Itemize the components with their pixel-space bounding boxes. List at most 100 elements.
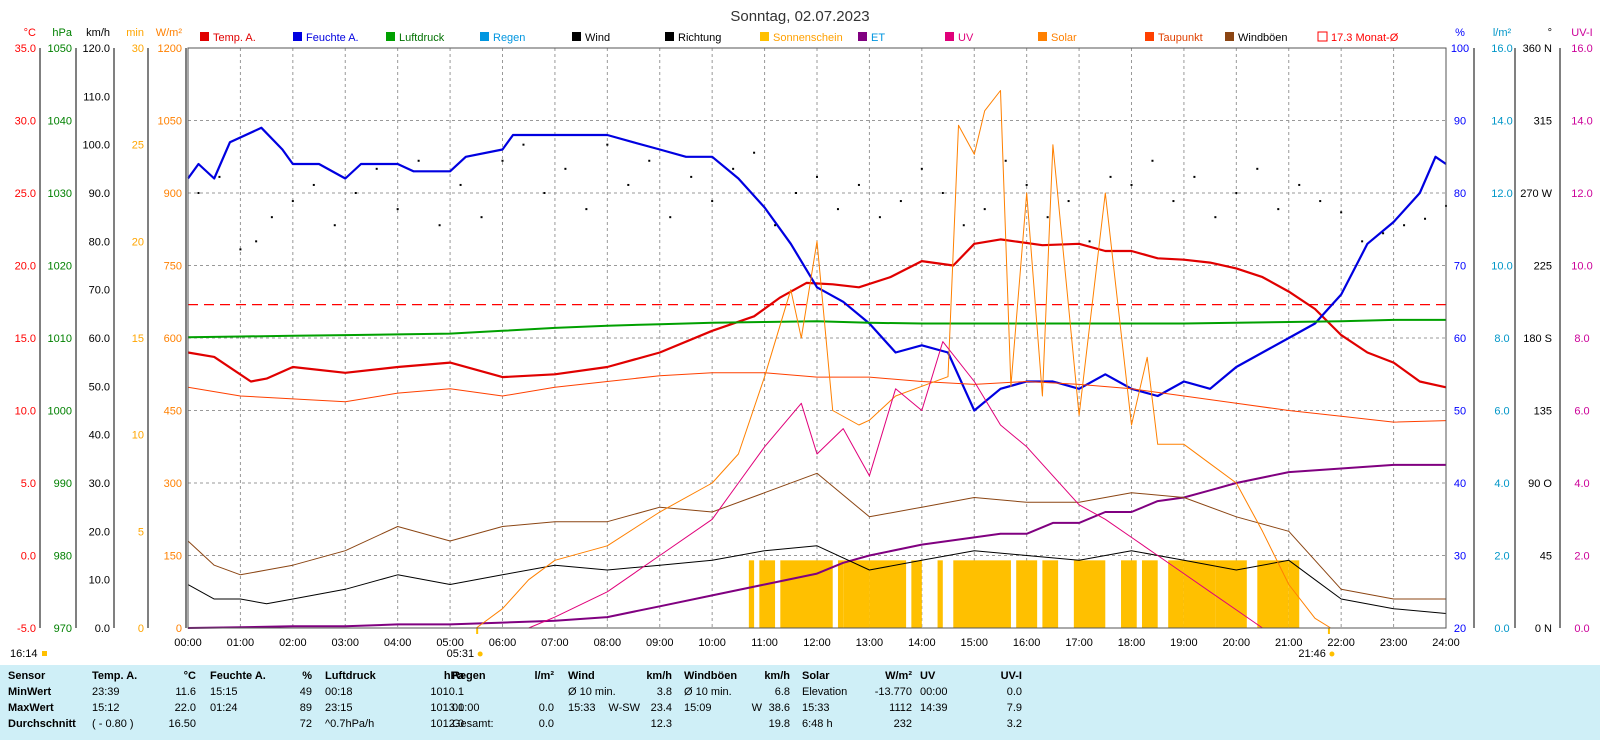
direction-dot bbox=[1424, 217, 1427, 220]
tick-label-sun: 30 bbox=[132, 43, 144, 55]
stats-value-col-temp: °C 11.6 22.0 16.50 bbox=[126, 668, 196, 732]
legend-label: Feuchte A. bbox=[306, 32, 359, 44]
stats-time-rain: 00:00 bbox=[452, 702, 480, 714]
axis-unit-dir: ° bbox=[1548, 27, 1552, 39]
tick-label-hum: 80 bbox=[1454, 188, 1466, 200]
sunshine-bar bbox=[1073, 560, 1106, 628]
tick-label-press: 980 bbox=[54, 551, 72, 563]
direction-dot bbox=[711, 200, 714, 203]
tick-label-rain: 10.0 bbox=[1491, 261, 1512, 273]
stats-col-temp: Temp. A. 23:39 15:12 ( - 0.80 ) bbox=[92, 668, 137, 732]
grid bbox=[188, 48, 1446, 628]
direction-dot bbox=[899, 200, 902, 203]
x-tick-label: 09:00 bbox=[646, 637, 674, 649]
stats-direction-gust bbox=[722, 716, 762, 732]
stats-time-solar: 6:48 h bbox=[802, 718, 833, 730]
tick-label-rain: 8.0 bbox=[1494, 333, 1509, 345]
stats-value-wind: 12.3 bbox=[650, 718, 672, 730]
tick-label-temp: 10.0 bbox=[15, 406, 36, 418]
stats-value-solar: 232 bbox=[893, 718, 912, 730]
tick-label-temp: 35.0 bbox=[15, 43, 36, 55]
row-label-min: MinWert bbox=[8, 686, 52, 698]
tick-label-dir: 45 bbox=[1540, 551, 1552, 563]
direction-dot bbox=[732, 167, 735, 170]
tick-label-rain: 16.0 bbox=[1491, 43, 1512, 55]
sunshine-bar bbox=[953, 560, 1011, 628]
tick-label-hum: 50 bbox=[1454, 406, 1466, 418]
series-taupunkt bbox=[187, 372, 1447, 423]
sunrise-dot bbox=[477, 651, 483, 657]
direction-dot bbox=[1004, 159, 1007, 162]
direction-dot bbox=[1109, 175, 1112, 178]
direction-dot bbox=[795, 192, 798, 194]
x-tick-label: 05:00 bbox=[436, 637, 464, 649]
direction-dot bbox=[878, 216, 881, 219]
direction-dot bbox=[480, 216, 483, 219]
stats-time-temp: 15:12 bbox=[92, 702, 120, 714]
direction-dot bbox=[1382, 232, 1385, 235]
tick-label-solar: 150 bbox=[164, 551, 182, 563]
stats-time-uv: 00:00 bbox=[920, 686, 948, 698]
direction-dot bbox=[983, 208, 986, 211]
tick-label-uv: 14.0 bbox=[1571, 116, 1592, 128]
direction-dot bbox=[669, 216, 672, 219]
legend-swatch bbox=[760, 32, 769, 41]
direction-dot bbox=[438, 224, 441, 227]
x-tick-label: 14:00 bbox=[908, 637, 936, 649]
tick-label-uv: 16.0 bbox=[1571, 43, 1592, 55]
tick-label-rain: 4.0 bbox=[1494, 478, 1509, 490]
direction-dot bbox=[1067, 200, 1070, 203]
stats-header-press: Luftdruck bbox=[325, 670, 376, 682]
stats-value-hum: 89 bbox=[299, 702, 312, 714]
direction-dot bbox=[816, 175, 818, 178]
stats-value-col-press: hPa 1010.1 1013.1 1012.0 bbox=[394, 668, 464, 732]
direction-dot bbox=[753, 151, 756, 154]
sunshine-bar bbox=[1183, 560, 1216, 628]
sunshine-bar bbox=[869, 560, 907, 628]
direction-dot bbox=[1403, 224, 1406, 227]
stats-direction-gust bbox=[722, 684, 762, 700]
direction-dot bbox=[1361, 240, 1364, 243]
legend-swatch bbox=[1225, 32, 1234, 41]
sunshine-bar bbox=[1141, 560, 1158, 628]
series-windböen bbox=[187, 472, 1446, 600]
tick-label-press: 990 bbox=[54, 478, 72, 490]
sunshine-bar bbox=[837, 560, 844, 628]
tick-label-solar: 900 bbox=[164, 188, 182, 200]
stats-direction-gust: W bbox=[751, 702, 762, 714]
direction-dot bbox=[564, 167, 567, 170]
stats-value-press: 1012.0 bbox=[430, 718, 464, 730]
stats-time-solar: Elevation bbox=[802, 686, 848, 698]
direction-dot bbox=[648, 159, 651, 162]
tick-label-wind: 90.0 bbox=[89, 188, 110, 200]
wind-direction-dots bbox=[197, 143, 1447, 251]
stats-value-temp: 16.50 bbox=[168, 718, 196, 730]
direction-dot bbox=[270, 216, 273, 219]
stats-time-press: ^0.7hPa/h bbox=[325, 718, 375, 730]
direction-dot bbox=[197, 192, 200, 194]
tick-label-sun: 0 bbox=[138, 623, 144, 635]
tick-label-dir: 90 O bbox=[1528, 478, 1552, 490]
legend-label: Regen bbox=[493, 32, 525, 44]
direction-dot bbox=[239, 248, 242, 251]
stats-col-hum: Feuchte A. 15:15 01:24 bbox=[210, 668, 266, 732]
stats-time-hum: 15:15 bbox=[210, 686, 238, 698]
tick-label-sun: 25 bbox=[132, 140, 144, 152]
tick-label-temp: 30.0 bbox=[15, 116, 36, 128]
legend-label: Luftdruck bbox=[399, 32, 445, 44]
stats-unit-press: hPa bbox=[443, 670, 464, 682]
tick-label-dir: 180 S bbox=[1523, 333, 1552, 345]
tick-label-press: 1020 bbox=[48, 261, 72, 273]
stats-unit-wind: km/h bbox=[646, 670, 672, 682]
stats-unit-hum: % bbox=[302, 670, 312, 682]
legend-swatch bbox=[572, 32, 581, 41]
direction-dot bbox=[1193, 175, 1196, 178]
stats-value-uv: 7.9 bbox=[1006, 702, 1022, 714]
row-label-sensor: Sensor bbox=[8, 670, 46, 682]
series-luftdruck bbox=[187, 318, 1446, 339]
stats-value-solar: -13.770 bbox=[874, 686, 912, 698]
axis-unit-wind: km/h bbox=[86, 27, 110, 39]
tick-label-temp: 25.0 bbox=[15, 188, 36, 200]
x-tick-label: 12:00 bbox=[803, 637, 831, 649]
legend-swatch bbox=[293, 32, 302, 41]
